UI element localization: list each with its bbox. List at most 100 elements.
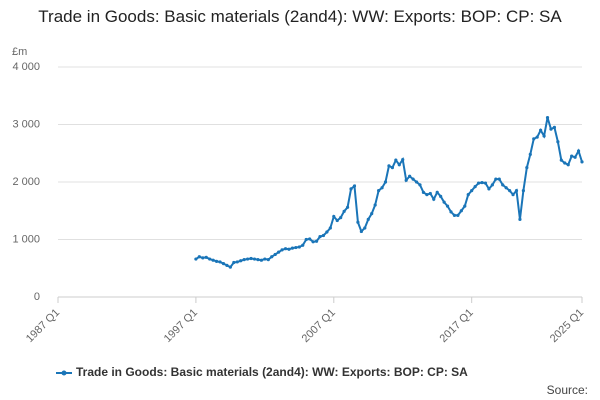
point [301, 243, 305, 247]
point [197, 255, 201, 259]
point [259, 258, 263, 262]
point [383, 180, 388, 184]
point [266, 258, 270, 262]
point [280, 248, 284, 252]
point [504, 186, 508, 190]
point [387, 164, 391, 168]
point [377, 189, 381, 193]
point [401, 157, 405, 162]
point [273, 252, 277, 257]
point [214, 259, 219, 263]
point [297, 245, 301, 249]
point [580, 160, 584, 164]
point [428, 191, 432, 196]
y-tick-label: 1 000 [12, 233, 40, 245]
point [449, 210, 453, 214]
point [252, 257, 257, 261]
point [563, 161, 567, 165]
point [549, 127, 553, 131]
point [476, 181, 481, 185]
point [287, 247, 291, 251]
point [542, 134, 546, 138]
point [483, 181, 488, 185]
point [559, 158, 563, 162]
x-tick-label: 2017 Q1 [438, 307, 476, 345]
point [463, 204, 467, 208]
point [325, 230, 329, 234]
point [404, 178, 408, 182]
x-tick-label: 2007 Q1 [300, 307, 338, 345]
point [345, 205, 350, 209]
point [545, 116, 550, 120]
point [328, 226, 332, 230]
point [218, 260, 222, 264]
point [456, 213, 460, 217]
point [539, 128, 543, 132]
point [535, 135, 539, 139]
point [225, 263, 229, 267]
point [528, 152, 532, 156]
point [342, 209, 346, 213]
x-tick-label: 2025 Q1 [548, 307, 586, 345]
point [418, 183, 422, 187]
y-tick-label: 2 000 [12, 176, 40, 188]
point [380, 186, 384, 190]
chart-title: Trade in Goods: Basic materials (2and4):… [38, 7, 562, 26]
point [256, 258, 260, 262]
point [232, 260, 236, 265]
point [294, 245, 298, 250]
point [270, 255, 274, 259]
point [525, 166, 529, 170]
point [466, 193, 470, 197]
point [318, 235, 322, 239]
point [352, 184, 357, 188]
point [414, 180, 419, 184]
point [570, 154, 574, 158]
point [204, 255, 208, 259]
point [366, 217, 370, 221]
point [211, 258, 215, 262]
point [235, 260, 239, 264]
legend-swatch-point [61, 370, 67, 376]
point [194, 257, 198, 261]
x-tick-label: 1987 Q1 [24, 307, 62, 345]
point [394, 158, 398, 162]
point [421, 190, 426, 194]
point [304, 237, 308, 242]
point [321, 233, 326, 238]
point [494, 177, 498, 181]
point [439, 194, 443, 198]
point [314, 239, 319, 243]
point [566, 163, 570, 167]
point [452, 213, 457, 217]
point [228, 265, 232, 269]
point [397, 163, 401, 167]
point [356, 220, 360, 224]
point [239, 259, 243, 263]
point [339, 216, 343, 220]
y-tick-label: 3 000 [12, 118, 40, 130]
point [480, 180, 484, 185]
point [459, 209, 463, 213]
point [411, 177, 415, 181]
y-tick-label: 0 [34, 291, 40, 303]
y-axis-label: £m [12, 46, 27, 58]
point [521, 189, 525, 193]
point [556, 140, 560, 144]
legend-label: Trade in Goods: Basic materials (2and4):… [76, 365, 468, 379]
point [359, 229, 363, 234]
point [349, 187, 353, 191]
point [335, 218, 339, 223]
point [208, 257, 212, 261]
point [501, 183, 505, 187]
line [195, 117, 583, 269]
y-tick-label: 4 000 [12, 61, 40, 73]
point [390, 166, 394, 170]
point [283, 247, 288, 251]
point [445, 204, 450, 208]
point [311, 240, 315, 244]
x-tick-label: 1997 Q1 [162, 307, 200, 345]
point [573, 155, 577, 159]
point [242, 258, 246, 262]
